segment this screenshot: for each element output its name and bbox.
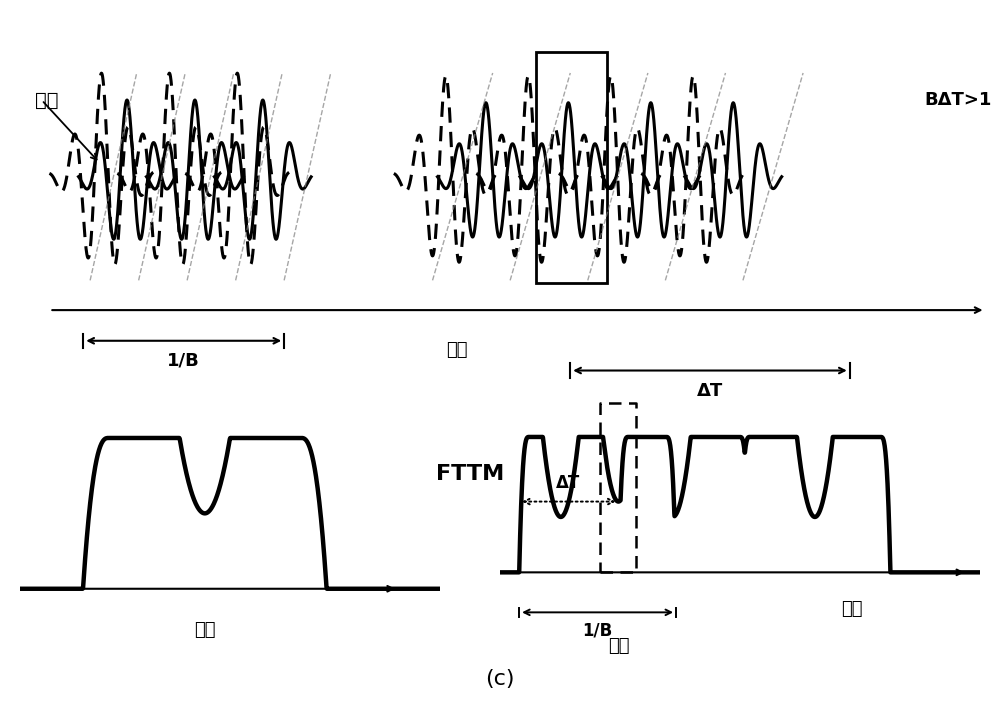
Text: 1/B: 1/B xyxy=(582,622,612,640)
Text: 1/B: 1/B xyxy=(167,352,200,370)
Text: (c): (c) xyxy=(485,668,515,689)
Bar xyxy=(536,52,607,283)
Text: 时间: 时间 xyxy=(841,600,863,618)
Text: FTTM: FTTM xyxy=(436,464,504,484)
Text: ΔT: ΔT xyxy=(697,382,723,400)
Text: 波长: 波长 xyxy=(35,90,58,110)
Text: 串扰: 串扰 xyxy=(608,637,629,655)
Text: 波长: 波长 xyxy=(194,621,216,639)
Text: 时间: 时间 xyxy=(446,341,468,359)
Text: ΔT: ΔT xyxy=(556,475,581,493)
Text: BΔT>1: BΔT>1 xyxy=(925,91,992,109)
